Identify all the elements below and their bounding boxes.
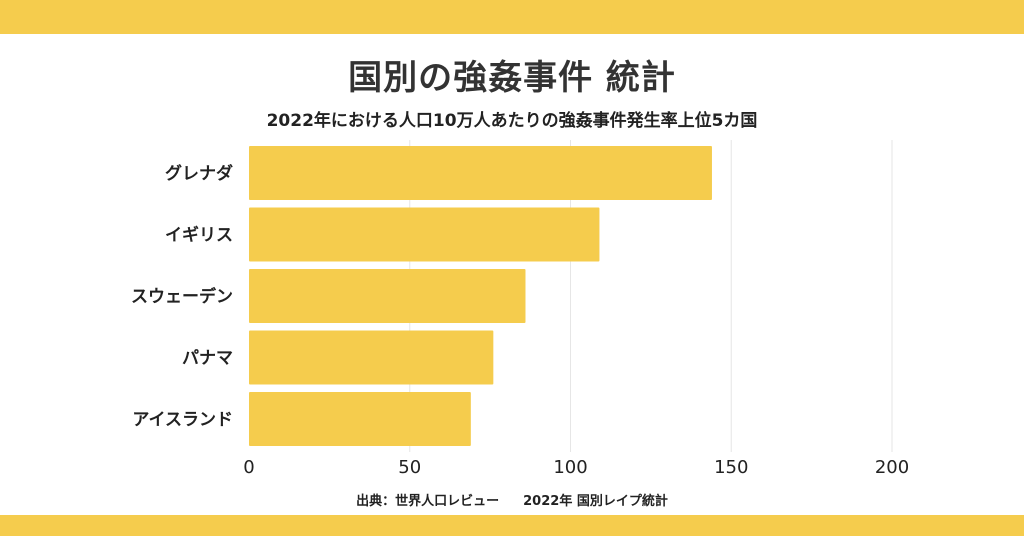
- bar: [249, 146, 712, 200]
- x-tick-label: 150: [714, 457, 748, 478]
- category-label: スウェーデン: [131, 286, 233, 307]
- x-tick-label: 50: [398, 457, 421, 478]
- x-tick-label: 0: [243, 457, 254, 478]
- bar: [249, 392, 471, 446]
- x-tick-label: 200: [875, 457, 909, 478]
- bar: [249, 207, 600, 262]
- bottom-accent-band: [0, 515, 1024, 536]
- category-label: グレナダ: [165, 163, 233, 184]
- source-prefix: 出典：世界人口レビュー: [356, 494, 500, 509]
- category-label: パナマ: [182, 349, 233, 369]
- x-tick-label: 100: [553, 457, 587, 478]
- category-label: アイスランド: [132, 410, 233, 430]
- chart-subtitle: 2022年における人口10万人あたりの強姦事件発生率上位5カ国: [266, 111, 758, 131]
- bar: [249, 330, 494, 385]
- source-note: 出典：世界人口レビュー 2022年 国別レイプ統計: [0, 490, 1024, 509]
- chart-title: 国別の強姦事件 統計: [348, 58, 676, 98]
- top-accent-band: [0, 0, 1024, 34]
- category-label: イギリス: [165, 226, 233, 246]
- bars: [249, 146, 712, 446]
- bar: [249, 269, 526, 323]
- source-title: 2022年 国別レイプ統計: [523, 494, 668, 509]
- x-axis-tick-labels: 0 50 100 150 200: [243, 457, 909, 478]
